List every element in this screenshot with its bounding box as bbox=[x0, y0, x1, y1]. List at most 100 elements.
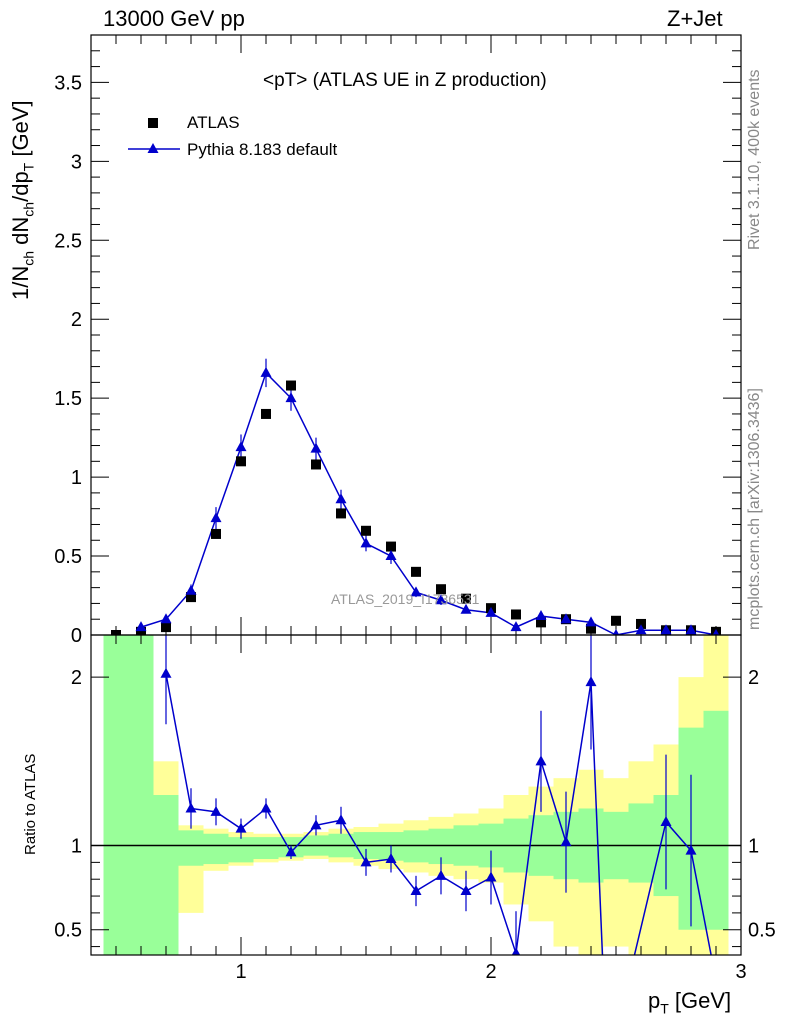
mc-point bbox=[510, 621, 522, 632]
ratio-point bbox=[335, 814, 347, 825]
mc-point bbox=[485, 606, 497, 617]
band-inner-6 bbox=[253, 837, 279, 859]
mc-point bbox=[585, 616, 597, 627]
legend-label-pythia: Pythia 8.183 default bbox=[187, 140, 338, 159]
main-y-tick-label: 2 bbox=[71, 309, 82, 331]
main-y-tick-label: 2.5 bbox=[54, 230, 82, 252]
legend-label-atlas: ATLAS bbox=[187, 113, 240, 132]
ratio-point bbox=[410, 885, 422, 895]
atlas-data-point bbox=[536, 617, 546, 628]
main-y-tick-label: 0.5 bbox=[54, 546, 82, 568]
ratio-point bbox=[310, 819, 322, 830]
ratio-point bbox=[460, 885, 472, 895]
header-energy: 13000 GeV pp bbox=[103, 6, 245, 31]
ratio-point bbox=[485, 871, 497, 882]
main-y-tick-label: 0 bbox=[71, 625, 82, 647]
main-y-tick-label: 1.5 bbox=[54, 388, 82, 410]
ratio-point bbox=[185, 802, 197, 813]
atlas-data-point bbox=[636, 618, 646, 629]
atlas-data-point bbox=[211, 528, 221, 539]
mc-point bbox=[410, 586, 422, 597]
ratio-frame bbox=[90, 634, 742, 956]
mc-point bbox=[612, 629, 620, 635]
atlas-data-point bbox=[161, 622, 171, 633]
ratio-point bbox=[585, 676, 597, 687]
ratio-point bbox=[660, 815, 672, 826]
mc-point bbox=[285, 392, 297, 403]
ratio-point bbox=[235, 822, 247, 833]
mc-point bbox=[310, 442, 322, 453]
x-tick-label: 1 bbox=[235, 961, 246, 983]
ratio-point bbox=[385, 853, 397, 863]
mc-point bbox=[685, 624, 697, 635]
mc-point bbox=[712, 629, 720, 635]
ratio-y-tick-label-right: 1 bbox=[748, 836, 759, 858]
atlas-data-point bbox=[336, 508, 346, 519]
mc-point bbox=[210, 512, 222, 523]
atlas-data-point bbox=[436, 584, 446, 595]
main-plot-marks bbox=[111, 358, 721, 635]
band-inner-5 bbox=[228, 837, 254, 863]
atlas-data-point bbox=[361, 525, 371, 536]
band-inner-1 bbox=[128, 635, 154, 955]
ratio-point bbox=[160, 667, 172, 678]
main-y-tick-label: 3.5 bbox=[54, 72, 82, 94]
legend-marker-atlas bbox=[148, 118, 158, 128]
ratio-point bbox=[285, 846, 297, 857]
ratio-plot-marks bbox=[160, 635, 712, 955]
atlas-data-point bbox=[236, 456, 246, 467]
ratio-y-tick-label: 2 bbox=[71, 667, 82, 689]
band-inner-12 bbox=[403, 830, 429, 863]
ratio-y-tick-label-right: 0.5 bbox=[748, 920, 776, 942]
mc-point bbox=[235, 441, 247, 452]
band-inner-3 bbox=[178, 830, 204, 866]
ratio-y-tick-label: 0.5 bbox=[54, 920, 82, 942]
atlas-data-point bbox=[461, 593, 471, 604]
band-inner-2 bbox=[153, 795, 179, 955]
mc-point bbox=[185, 584, 197, 595]
ratio-uncertainty-bands bbox=[103, 635, 729, 955]
atlas-data-point bbox=[286, 380, 296, 391]
mc-point bbox=[460, 603, 472, 614]
atlas-data-point bbox=[511, 609, 521, 620]
analysis-watermark: ATLAS_2019_I1736531 bbox=[331, 591, 480, 607]
atlas-data-point bbox=[261, 408, 271, 419]
ratio-point bbox=[560, 836, 572, 847]
atlas-data-point bbox=[586, 623, 596, 634]
atlas-data-point bbox=[386, 541, 396, 552]
ratio-point bbox=[210, 805, 222, 816]
mc-point bbox=[135, 621, 147, 632]
mc-point bbox=[335, 493, 347, 504]
atlas-data-point bbox=[311, 459, 321, 470]
ratio-point bbox=[435, 869, 447, 880]
main-y-tick-label: 1 bbox=[71, 467, 82, 489]
band-inner-4 bbox=[203, 833, 229, 865]
ratio-point bbox=[685, 844, 697, 855]
main-y-axis-label: 1/Nch dNch/dpT [GeV] bbox=[8, 100, 37, 300]
mc-point bbox=[435, 594, 447, 605]
mc-point bbox=[635, 624, 647, 635]
mcplots-label: mcplots.cern.ch [arXiv:1306.3436] bbox=[746, 388, 763, 630]
atlas-data-point bbox=[411, 566, 421, 577]
band-inner-0 bbox=[103, 635, 129, 955]
plot-title: <pT> (ATLAS UE in Z production) bbox=[263, 70, 547, 91]
ratio-point bbox=[535, 755, 547, 766]
ratio-point bbox=[260, 802, 272, 813]
main-y-tick-label: 3 bbox=[71, 151, 82, 173]
rivet-version-label: Rivet 3.1.10, 400k events bbox=[746, 69, 763, 250]
ratio-y-axis-label: Ratio to ATLAS bbox=[22, 753, 39, 855]
mc-point bbox=[160, 613, 172, 624]
mc-point bbox=[360, 537, 372, 548]
mc-point bbox=[385, 550, 397, 561]
tick-labels: 0 0.5 1 1.5 2 2.5 3 3.5 0.5 0.5 1 1 2 2 1 2 3 bbox=[54, 72, 776, 983]
ratio-point bbox=[360, 856, 372, 867]
ratio-y-tick-label: 1 bbox=[71, 836, 82, 858]
mc-point bbox=[535, 610, 547, 621]
legend bbox=[128, 118, 180, 153]
plot-frames bbox=[90, 34, 742, 956]
atlas-data-point bbox=[611, 615, 621, 626]
x-axis-label: pT [GeV] bbox=[648, 988, 732, 1017]
ratio-point bbox=[511, 947, 521, 955]
ratio-y-tick-label-right: 2 bbox=[748, 667, 759, 689]
